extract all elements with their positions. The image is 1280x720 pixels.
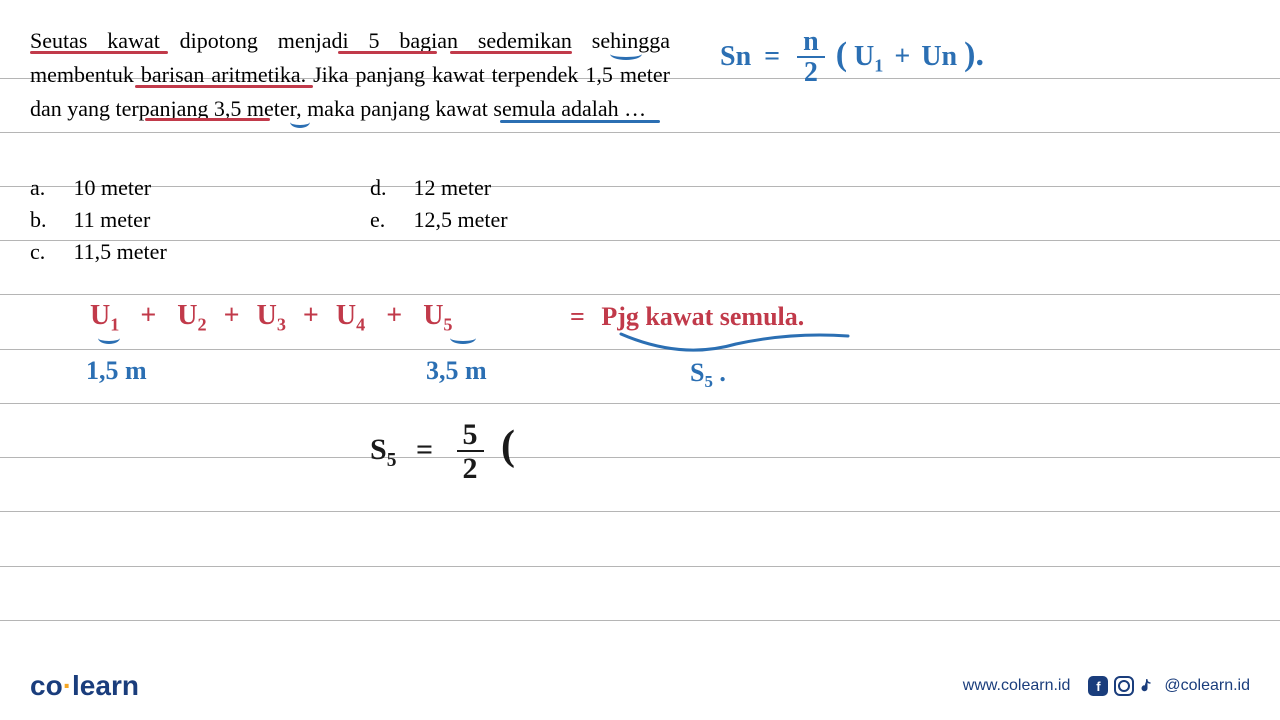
tiktok-icon — [1140, 677, 1158, 695]
highlight-underline — [135, 85, 313, 88]
fraction-den: 2 — [797, 58, 825, 89]
plus: + — [894, 41, 910, 72]
term-u4: U4 — [336, 300, 365, 331]
highlight-underline — [30, 51, 168, 54]
footer-url: www.colearn.id — [963, 677, 1071, 695]
option-letter: a. — [30, 175, 58, 201]
work-s5-formula: S5 = 5 2 ( — [370, 420, 515, 485]
work-rhs: = Pjg kawat semula. — [570, 302, 804, 332]
brand-logo: co·learn — [30, 670, 139, 702]
highlight-arc — [610, 48, 642, 60]
question-text: Seutas kawat dipotong menjadi 5 bagian s… — [30, 24, 670, 126]
ruled-line — [0, 457, 1280, 458]
facebook-icon: f — [1088, 676, 1108, 696]
formula-fraction: n 2 — [797, 28, 825, 89]
plus: + — [303, 300, 319, 331]
formula-eq: = — [764, 41, 780, 72]
ruled-line — [0, 511, 1280, 512]
logo-learn: learn — [72, 670, 139, 701]
option-letter: b. — [30, 207, 58, 233]
ruled-line — [0, 566, 1280, 567]
work-sum-terms: U1 + U2 + U3 + U4 + U5 — [90, 300, 453, 336]
ruled-line — [0, 294, 1280, 295]
plus: + — [140, 300, 156, 331]
highlight-arc — [98, 332, 120, 344]
highlight-underline — [500, 120, 660, 123]
highlight-underline — [145, 118, 270, 121]
highlight-arc — [290, 116, 310, 128]
option-letter: c. — [30, 239, 58, 265]
un-term: Un — [921, 41, 957, 72]
u1-term: U1 — [854, 41, 883, 72]
answer-options: a. 10 meter d. 12 meter b. 11 meter e. 1… — [30, 175, 508, 271]
logo-co: co — [30, 670, 63, 701]
page-root: Seutas kawat dipotong menjadi 5 bagian s… — [0, 0, 1280, 720]
highlight-underline — [338, 51, 437, 54]
s5-label: S5 . — [690, 358, 726, 392]
footer: co·learn www.colearn.id f @colearn.id — [30, 670, 1250, 702]
paren-close: ). — [964, 36, 984, 73]
option-d: 12 meter — [414, 175, 492, 201]
fraction-num: n — [797, 28, 825, 58]
option-c: 11,5 meter — [74, 239, 167, 265]
fraction-num: 5 — [457, 420, 484, 452]
formula-sn: Sn = n 2 ( U1 + Un ). — [720, 28, 984, 89]
term-u1: U1 — [90, 300, 119, 331]
equals: = — [570, 302, 585, 331]
highlight-arc — [450, 332, 476, 344]
plus: + — [386, 300, 402, 331]
instagram-icon — [1114, 676, 1134, 696]
value-u1: 1,5 m — [86, 356, 147, 386]
s5-lhs: S5 — [370, 433, 396, 466]
ruled-line — [0, 620, 1280, 621]
rhs-text: Pjg kawat semula. — [601, 302, 804, 331]
option-b: 11 meter — [74, 207, 151, 233]
footer-right: www.colearn.id f @colearn.id — [963, 676, 1250, 696]
fraction-five-halves: 5 2 — [457, 420, 484, 485]
social-icons: f @colearn.id — [1088, 676, 1250, 696]
term-u2: U2 — [177, 300, 206, 331]
fraction-den: 2 — [457, 452, 484, 485]
value-u5: 3,5 m — [426, 356, 487, 386]
ruled-line — [0, 403, 1280, 404]
logo-dot-icon: · — [63, 670, 72, 701]
term-u3: U3 — [257, 300, 286, 331]
ruled-line — [0, 132, 1280, 133]
social-handle: @colearn.id — [1164, 677, 1250, 695]
formula-lhs: Sn — [720, 41, 751, 72]
plus: + — [224, 300, 240, 331]
term-u5: U5 — [423, 300, 452, 331]
option-a: 10 meter — [74, 175, 152, 201]
highlight-underline — [450, 51, 572, 54]
paren-open: ( — [836, 36, 847, 73]
equals: = — [416, 433, 433, 466]
option-e: 12,5 meter — [414, 207, 508, 233]
paren-open: ( — [501, 423, 515, 469]
option-letter: e. — [370, 207, 398, 233]
brace-icon — [616, 332, 856, 372]
option-letter: d. — [370, 175, 398, 201]
